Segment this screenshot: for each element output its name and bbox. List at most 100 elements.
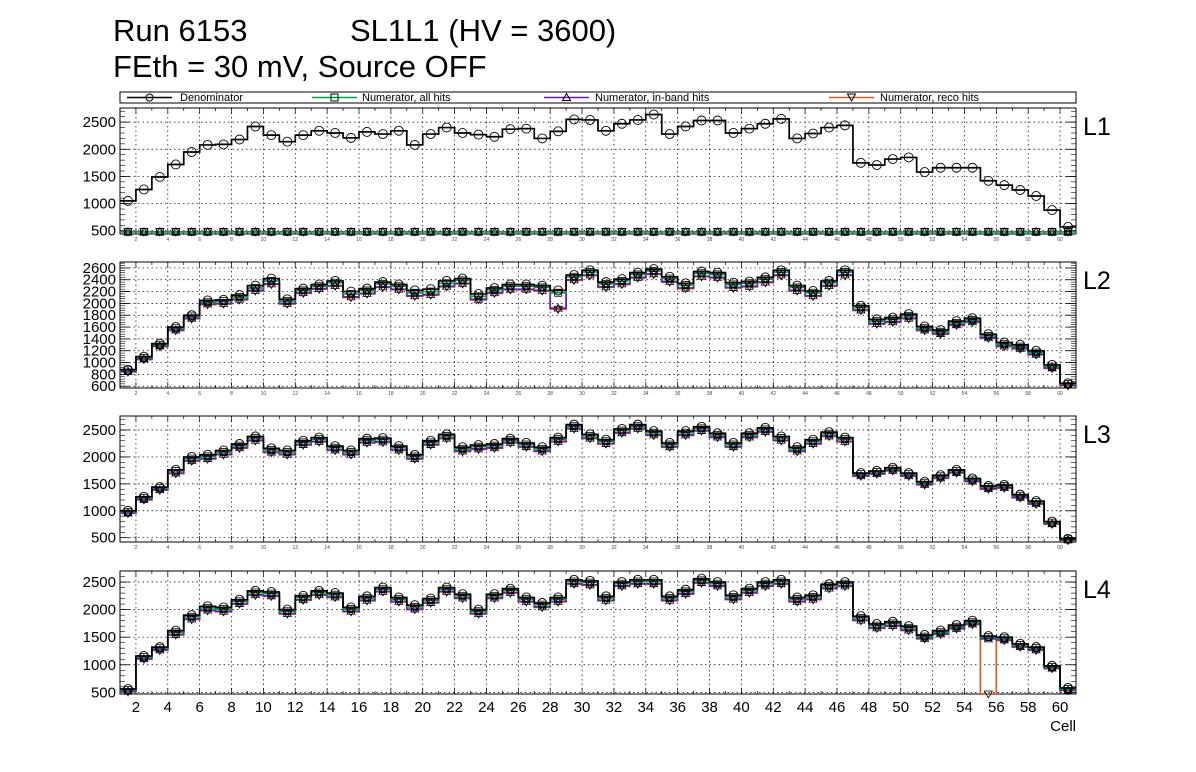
data-point-in-band-hits (266, 591, 277, 600)
x-tick-label: 54 (956, 699, 973, 716)
y-tick-label: 2000 (83, 141, 116, 158)
x-tick-label: 58 (1025, 391, 1031, 397)
data-point-denominator (1015, 489, 1026, 500)
data-point-denominator (553, 592, 564, 603)
x-tick-label: 52 (924, 699, 941, 716)
data-point-denominator (282, 136, 293, 147)
data-point-reco-hits (1015, 345, 1025, 354)
data-point-all-hits (235, 441, 244, 450)
data-point-all-hits (809, 288, 817, 297)
data-point-all-hits (474, 607, 483, 616)
data-point-all-hits (697, 424, 706, 433)
data-point-in-band-hits (266, 279, 277, 288)
data-point-denominator (712, 577, 723, 587)
data-point-denominator (712, 115, 723, 126)
legend-label-denominator: Denominator (180, 92, 243, 104)
data-point-in-band-hits (346, 227, 356, 236)
data-point-in-band-hits (919, 479, 930, 488)
data-point-all-hits (442, 585, 451, 594)
data-point-in-band-hits (362, 437, 372, 446)
data-point-reco-hits (139, 356, 149, 365)
data-point-reco-hits (202, 301, 213, 310)
data-point-all-hits (649, 266, 658, 275)
x-tick-label: 4 (164, 699, 172, 716)
data-point-all-hits (410, 227, 419, 236)
data-point-reco-hits (744, 228, 755, 237)
data-point-in-band-hits (696, 577, 707, 586)
data-point-all-hits (378, 585, 387, 594)
data-point-reco-hits (999, 228, 1009, 237)
data-point-denominator (744, 123, 755, 134)
y-tick-label: 1500 (83, 629, 116, 646)
data-point-in-band-hits (999, 635, 1009, 644)
data-point-all-hits (490, 227, 499, 236)
data-point-all-hits (618, 277, 626, 285)
data-point-all-hits (251, 588, 260, 597)
data-point-all-hits (267, 227, 276, 236)
data-point-denominator (186, 451, 197, 462)
data-point-denominator (1047, 516, 1058, 527)
data-point-reco-hits (1063, 382, 1073, 391)
data-point-in-band-hits (139, 653, 149, 663)
x-tick-label: 36 (675, 545, 681, 551)
data-point-in-band-hits (202, 605, 213, 614)
data-point-denominator (696, 115, 707, 126)
data-point-reco-hits (521, 228, 531, 237)
data-point-all-hits (458, 276, 467, 285)
data-point-denominator (903, 152, 914, 163)
data-point-denominator (314, 125, 325, 136)
data-point-reco-hits (967, 318, 978, 328)
data-point-all-hits (761, 275, 770, 284)
data-point-in-band-hits (872, 318, 882, 327)
data-point-reco-hits (1063, 687, 1073, 696)
data-point-in-band-hits (426, 289, 436, 298)
data-point-reco-hits (123, 510, 133, 519)
data-point-reco-hits (266, 228, 277, 237)
series-line-denominator (120, 268, 1076, 385)
data-point-denominator (871, 314, 882, 325)
data-point-all-hits (490, 441, 499, 450)
x-tick-label: 10 (261, 237, 267, 243)
data-point-all-hits (1000, 340, 1009, 349)
data-point-in-band-hits (744, 587, 755, 596)
data-point-denominator (1063, 378, 1073, 389)
data-point-in-band-hits (298, 439, 308, 448)
data-point-denominator (553, 432, 564, 443)
data-point-all-hits (841, 227, 849, 236)
data-point-denominator (855, 300, 866, 311)
data-point-all-hits (841, 435, 849, 444)
x-tick-label: 16 (351, 699, 368, 716)
data-point-in-band-hits (1047, 227, 1057, 236)
data-point-all-hits (681, 587, 690, 596)
y-tick-label: 1000 (83, 355, 116, 372)
data-point-in-band-hits (537, 227, 547, 236)
data-point-in-band-hits (441, 586, 452, 595)
data-point-reco-hits (649, 228, 659, 237)
data-point-all-hits (219, 448, 228, 456)
data-point-in-band-hits (298, 227, 308, 236)
data-point-reco-hits (712, 274, 723, 283)
x-tick-label: 28 (547, 545, 553, 551)
data-point-in-band-hits (394, 227, 404, 236)
data-point-denominator (1047, 359, 1058, 370)
data-point-denominator (951, 620, 962, 631)
data-point-denominator (521, 279, 532, 290)
data-point-all-hits (888, 315, 897, 324)
data-point-in-band-hits (330, 227, 340, 236)
x-tick-label: 52 (930, 391, 936, 397)
data-point-all-hits (490, 285, 499, 294)
data-point-denominator (632, 574, 643, 585)
data-point-in-band-hits (904, 625, 914, 634)
data-point-all-hits (570, 272, 578, 281)
x-tick-label: 20 (420, 545, 426, 551)
data-point-denominator (999, 180, 1010, 191)
data-point-in-band-hits (680, 430, 691, 439)
data-point-reco-hits (744, 283, 755, 292)
data-point-reco-hits (1063, 228, 1073, 237)
data-point-in-band-hits (537, 602, 547, 611)
data-point-in-band-hits (266, 227, 277, 236)
data-point-all-hits (522, 282, 531, 291)
data-point-denominator (473, 129, 484, 140)
data-point-reco-hits (505, 286, 516, 295)
